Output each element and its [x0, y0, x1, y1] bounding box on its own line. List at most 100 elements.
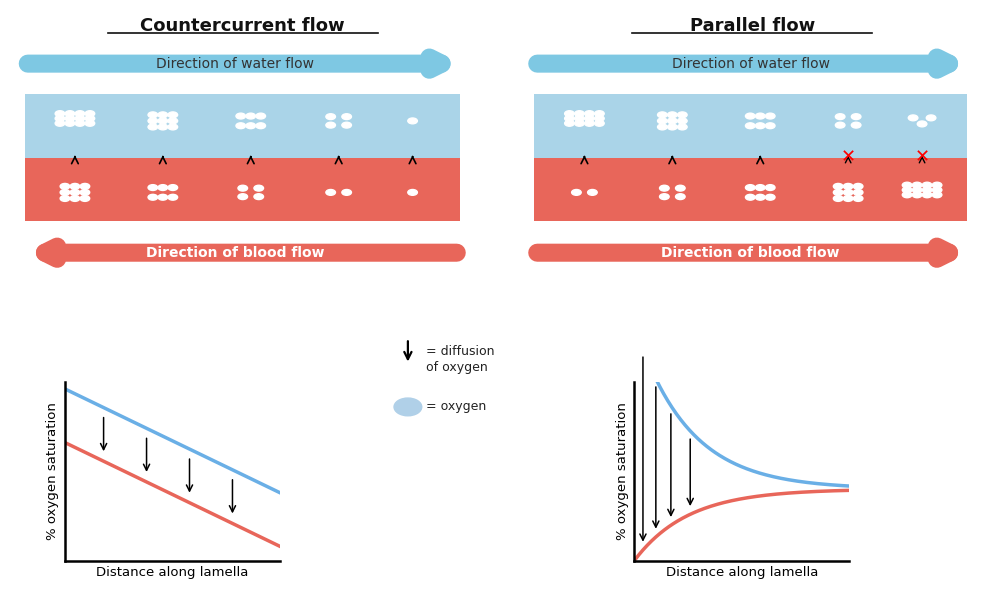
Circle shape	[745, 113, 755, 119]
Circle shape	[256, 123, 266, 128]
Circle shape	[765, 123, 775, 128]
Circle shape	[835, 114, 845, 119]
Circle shape	[765, 113, 775, 119]
Circle shape	[922, 187, 932, 193]
Circle shape	[657, 118, 667, 124]
Circle shape	[584, 116, 594, 121]
Text: = oxygen: = oxygen	[427, 401, 487, 413]
Circle shape	[236, 113, 246, 119]
Bar	[25, 94, 460, 158]
Circle shape	[564, 116, 574, 121]
Circle shape	[594, 116, 604, 121]
Circle shape	[65, 111, 75, 116]
Circle shape	[342, 114, 352, 119]
Circle shape	[326, 122, 336, 128]
Circle shape	[85, 111, 95, 116]
Circle shape	[55, 111, 65, 116]
Circle shape	[755, 185, 765, 190]
Circle shape	[65, 121, 75, 126]
Circle shape	[755, 195, 765, 200]
Circle shape	[755, 123, 765, 128]
Circle shape	[148, 124, 158, 130]
Text: = diffusion: = diffusion	[427, 345, 495, 358]
Circle shape	[902, 187, 912, 193]
Circle shape	[584, 111, 594, 116]
Circle shape	[765, 185, 775, 190]
Circle shape	[574, 111, 584, 116]
Circle shape	[254, 194, 264, 199]
Circle shape	[70, 190, 80, 195]
Text: Countercurrent flow: Countercurrent flow	[141, 17, 345, 35]
Circle shape	[667, 124, 677, 130]
Circle shape	[843, 190, 853, 195]
Circle shape	[675, 194, 685, 199]
Circle shape	[168, 118, 178, 124]
Text: Parallel flow: Parallel flow	[689, 17, 815, 35]
Circle shape	[158, 112, 168, 118]
Circle shape	[659, 194, 669, 199]
Circle shape	[571, 190, 581, 195]
Circle shape	[917, 121, 927, 127]
Circle shape	[75, 121, 85, 126]
Circle shape	[70, 196, 80, 201]
Circle shape	[326, 190, 336, 195]
Circle shape	[851, 122, 861, 128]
Circle shape	[912, 182, 922, 188]
Circle shape	[926, 115, 936, 121]
Circle shape	[65, 116, 75, 121]
Circle shape	[148, 112, 158, 118]
Circle shape	[342, 122, 352, 128]
Circle shape	[85, 121, 95, 126]
Circle shape	[902, 182, 912, 188]
Circle shape	[55, 121, 65, 126]
Circle shape	[246, 123, 256, 128]
Circle shape	[70, 184, 80, 189]
Circle shape	[168, 112, 178, 118]
Text: ✕: ✕	[914, 148, 930, 167]
Circle shape	[851, 114, 861, 119]
Circle shape	[667, 118, 677, 124]
Circle shape	[833, 196, 843, 201]
Circle shape	[912, 192, 922, 198]
Circle shape	[853, 196, 863, 201]
Circle shape	[148, 195, 158, 200]
Circle shape	[587, 190, 597, 195]
Circle shape	[677, 124, 687, 130]
Circle shape	[158, 118, 168, 124]
Circle shape	[908, 115, 918, 121]
Circle shape	[60, 190, 70, 195]
Circle shape	[843, 184, 853, 189]
Y-axis label: % oxygen saturation: % oxygen saturation	[615, 402, 628, 540]
Circle shape	[408, 118, 418, 124]
Circle shape	[584, 121, 594, 126]
Circle shape	[75, 116, 85, 121]
Circle shape	[408, 190, 418, 195]
Circle shape	[765, 195, 775, 200]
Circle shape	[85, 116, 95, 121]
Circle shape	[745, 195, 755, 200]
Y-axis label: % oxygen saturation: % oxygen saturation	[46, 402, 59, 540]
Circle shape	[148, 185, 158, 190]
Circle shape	[677, 118, 687, 124]
Circle shape	[326, 114, 336, 119]
Bar	[534, 158, 967, 221]
Circle shape	[922, 182, 932, 188]
Circle shape	[853, 184, 863, 189]
Circle shape	[932, 182, 942, 188]
Circle shape	[168, 185, 178, 190]
Circle shape	[833, 184, 843, 189]
Circle shape	[657, 112, 667, 118]
Circle shape	[168, 124, 178, 130]
Circle shape	[394, 398, 422, 416]
Circle shape	[80, 196, 90, 201]
Circle shape	[657, 124, 667, 130]
Circle shape	[835, 122, 845, 128]
Circle shape	[843, 196, 853, 201]
Circle shape	[148, 118, 158, 124]
Text: Direction of blood flow: Direction of blood flow	[146, 245, 324, 260]
Circle shape	[256, 113, 266, 119]
Circle shape	[659, 185, 669, 191]
Circle shape	[238, 185, 248, 191]
Circle shape	[922, 192, 932, 198]
Circle shape	[246, 113, 256, 119]
